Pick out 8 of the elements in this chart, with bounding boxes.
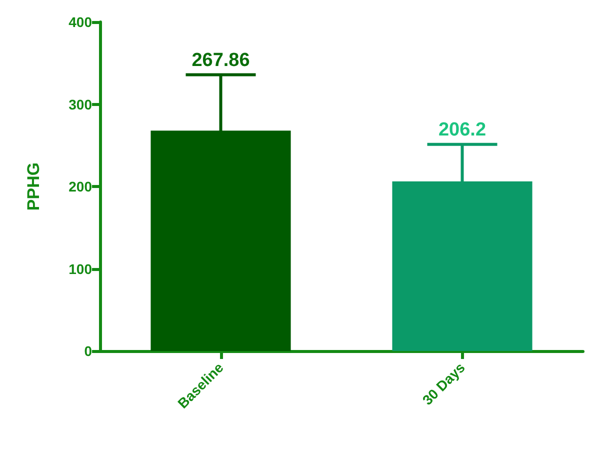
y-tick-label: 100 [68,260,92,277]
y-tick-label: 0 [84,343,92,359]
y-tick-label: 400 [68,14,92,30]
data-label: 267.86 [192,50,250,71]
y-tick-label: 200 [68,178,92,194]
y-tick-label: 300 [68,96,92,112]
y-axis-title: PPHG [24,162,43,211]
data-label: 206.2 [438,119,486,140]
